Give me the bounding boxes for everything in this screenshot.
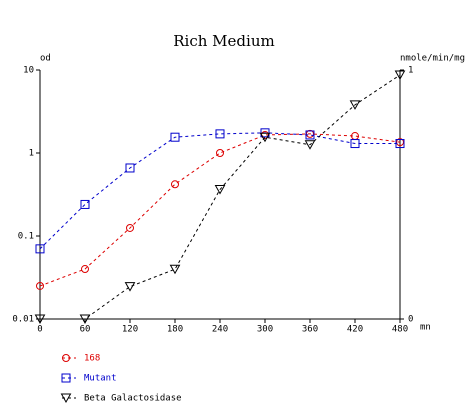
y2-axis-label: nmole/min/mg xyxy=(400,54,465,64)
series-line xyxy=(40,74,401,320)
marker xyxy=(395,139,405,149)
marker xyxy=(36,281,44,290)
y2-tick-label: 1 xyxy=(408,66,413,76)
marker xyxy=(305,130,315,140)
y-tick-label: 10 xyxy=(23,66,34,76)
x-tick-label: 0 xyxy=(37,325,42,335)
marker xyxy=(169,264,181,275)
legend-label: Mutant xyxy=(84,374,117,384)
series-line xyxy=(39,133,401,287)
marker xyxy=(126,223,134,232)
marker xyxy=(79,314,91,325)
chart-title: Rich Medium xyxy=(173,32,274,50)
marker xyxy=(216,149,224,157)
legend-marker xyxy=(62,354,70,362)
x-tick-label: 420 xyxy=(347,325,363,335)
marker xyxy=(124,282,136,292)
marker xyxy=(349,100,361,110)
marker xyxy=(214,185,226,195)
marker xyxy=(80,199,90,209)
x-tick-label: 120 xyxy=(122,325,138,335)
legend-label: Beta Galactosidase xyxy=(84,394,182,404)
marker xyxy=(35,244,45,254)
marker xyxy=(170,132,180,142)
marker xyxy=(394,70,406,80)
x-tick-label: 300 xyxy=(257,325,273,335)
y-tick-label: 1 xyxy=(29,149,34,159)
y-axis-label: od xyxy=(40,54,51,64)
y-tick-label: 0.01 xyxy=(12,315,34,325)
x-axis-label: mn xyxy=(420,323,431,333)
x-tick-label: 240 xyxy=(212,325,228,335)
marker xyxy=(304,140,316,150)
marker xyxy=(125,163,135,173)
legend-marker xyxy=(61,373,71,383)
marker xyxy=(81,265,89,274)
x-tick-label: 60 xyxy=(80,325,91,335)
x-tick-label: 480 xyxy=(392,325,408,335)
x-tick-label: 180 xyxy=(167,325,183,335)
marker xyxy=(171,180,179,189)
y-tick-label: 0.1 xyxy=(18,232,34,242)
y2-tick-label: 0 xyxy=(408,315,413,325)
legend-label: 168 xyxy=(84,354,100,364)
marker xyxy=(34,314,46,325)
legend-marker xyxy=(60,393,72,404)
marker xyxy=(350,139,360,149)
marker xyxy=(215,129,225,139)
x-tick-label: 360 xyxy=(302,325,318,335)
series-line xyxy=(39,132,400,250)
marker xyxy=(259,132,271,143)
